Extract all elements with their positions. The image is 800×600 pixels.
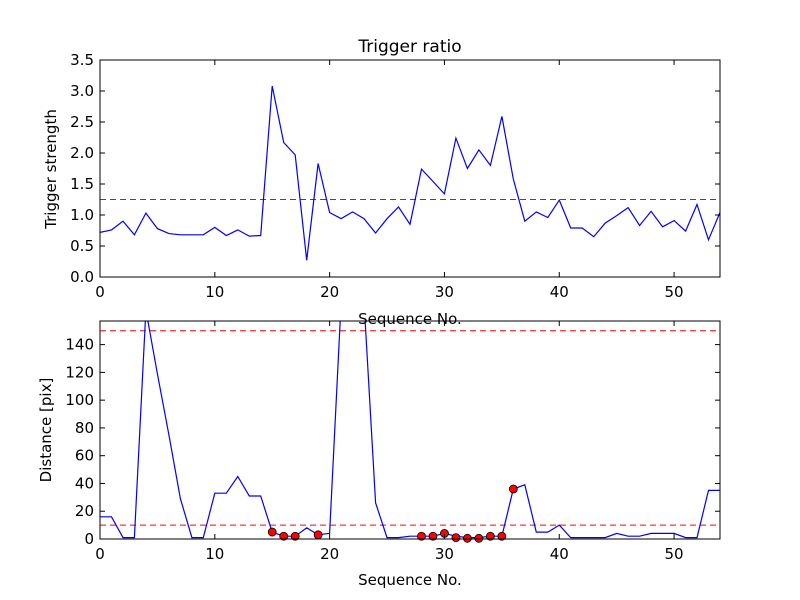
trigger-ratio-y-tick-label: 1.5 <box>70 175 94 193</box>
distance-marker-point <box>417 531 426 541</box>
distance-x-tick-label: 20 <box>320 545 339 563</box>
trigger-ratio-x-tick-label: 10 <box>205 283 224 301</box>
trigger-ratio-plot-area <box>100 85 720 261</box>
distance-marker-point <box>485 531 495 541</box>
trigger-ratio-x-tick-label: 30 <box>435 283 454 301</box>
distance-axes-frame <box>99 320 721 540</box>
distance-marker-point <box>279 531 289 541</box>
trigger-ratio-x-tick-label: 20 <box>320 283 339 301</box>
trigger-ratio-y-tick-label: 3.5 <box>70 51 94 69</box>
trigger-ratio-y-tick-label: 2.5 <box>70 113 94 131</box>
trigger-ratio-y-tick-label: 0.0 <box>70 268 94 286</box>
distance-marker-point <box>451 533 461 543</box>
trigger-ratio-y-tick-label: 3.0 <box>70 82 94 100</box>
distance-y-tick-label: 80 <box>75 419 94 437</box>
distance-marker-point <box>290 531 300 541</box>
distance-x-tick-label: 0 <box>95 545 105 563</box>
trigger-ratio-title: Trigger ratio <box>357 37 461 57</box>
trigger-ratio-x-axis-label: Sequence No. <box>358 310 462 328</box>
distance-marker-point <box>428 531 438 541</box>
distance-y-tick-label: 0 <box>84 530 94 548</box>
distance-plot-area <box>100 321 720 539</box>
distance-marker-point <box>313 530 323 540</box>
distance-x-tick-label: 10 <box>205 545 224 563</box>
distance-x-tick-label: 40 <box>550 545 569 563</box>
trigger-ratio-series-line-0 <box>100 85 720 261</box>
trigger-ratio-plot: 0 10 20 30 40 50 0.0 0.5 1.0 1.5 2.0 2.5 3.0 3.5 <box>70 51 721 301</box>
trigger-ratio-y-tick-label: 0.5 <box>70 237 94 255</box>
trigger-ratio-axes-frame <box>99 59 721 278</box>
distance-marker-point <box>497 531 507 541</box>
distance-y-tick-label: 60 <box>75 447 94 465</box>
trigger-ratio-panel: Trigger ratio 0 10 20 30 40 50 0.0 0.5 1.0 1.5 2.0… <box>42 37 721 328</box>
distance-y-tick-label: 120 <box>65 363 94 381</box>
trigger-ratio-y-tick-label: 1.0 <box>70 206 94 224</box>
distance-y-tick-label: 20 <box>75 502 94 520</box>
distance-marker-point <box>463 533 472 543</box>
trigger-ratio-y-tick-label: 2.0 <box>70 144 94 162</box>
distance-x-tick-label: 50 <box>665 545 684 563</box>
distance-plot: 0 10 20 30 40 50 0 20 40 60 80 100 120 140 <box>65 320 721 563</box>
distance-series-line-0 <box>100 321 720 539</box>
distance-panel: 0 10 20 30 40 50 0 20 40 60 80 100 120 140 Sequence N… <box>37 320 721 589</box>
distance-x-axis-label: Sequence No. <box>358 571 462 589</box>
distance-marker-point <box>474 533 484 543</box>
distance-y-tick-label: 100 <box>65 391 94 409</box>
distance-marker-point <box>508 484 518 494</box>
trigger-ratio-y-axis-label: Trigger strength <box>42 109 60 230</box>
distance-y-tick-label: 140 <box>65 336 94 354</box>
distance-y-tick-label: 40 <box>75 474 94 492</box>
trigger-ratio-x-tick-label: 40 <box>550 283 569 301</box>
distance-x-tick-label: 30 <box>435 545 454 563</box>
trigger-ratio-x-tick-label: 0 <box>95 283 105 301</box>
trigger-ratio-x-tick-label: 50 <box>665 283 684 301</box>
distance-y-axis-label: Distance [pix] <box>37 378 55 483</box>
distance-marker-point <box>267 527 277 537</box>
